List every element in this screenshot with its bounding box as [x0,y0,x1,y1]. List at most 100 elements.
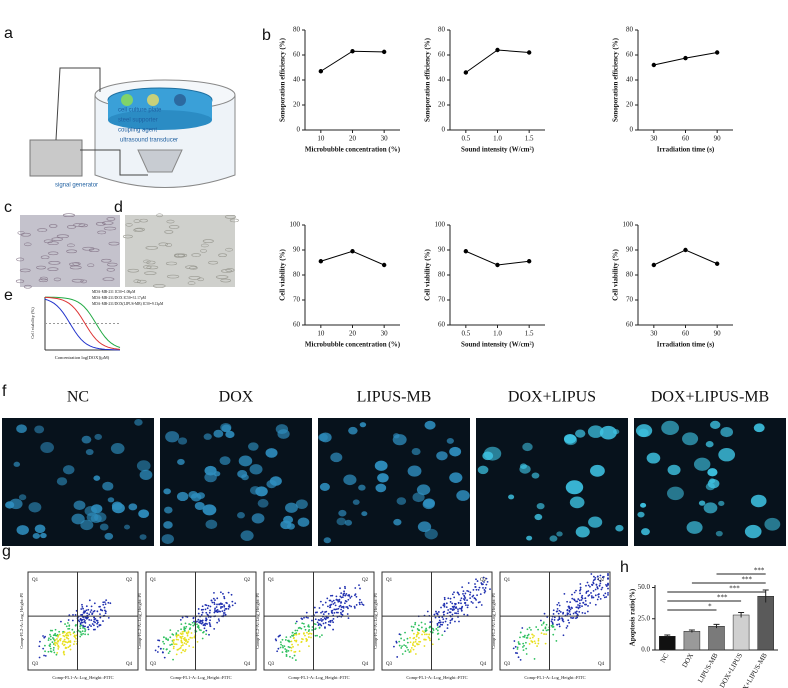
event [68,631,71,634]
event [423,631,426,634]
significance-mark: *** [754,567,765,575]
x-tick-label: 30 [650,330,658,338]
event [218,619,221,622]
event [289,655,291,658]
event [190,632,193,634]
event [49,638,52,641]
event [578,599,581,602]
event [193,636,196,639]
nucleus [318,433,328,442]
event [54,634,57,637]
event [354,587,357,589]
y-tick-label: 80 [626,271,634,279]
event [185,631,188,634]
nucleus [508,494,515,500]
event [321,634,323,637]
nucleus [40,532,47,539]
event [202,631,204,634]
apparatus-label: cell culture plate [118,108,162,114]
axis-label: Comp-FL2-A::Log_Height::PI [491,593,496,649]
event [63,653,66,656]
event [314,623,317,626]
cell [40,255,50,260]
event [332,599,335,602]
event [214,599,216,601]
event [412,632,415,635]
nucleus [407,465,422,477]
nucleus [682,432,699,446]
event [191,637,193,639]
event [393,645,395,648]
event [466,614,469,616]
event [87,633,90,636]
event [308,628,311,631]
nucleus [424,420,436,430]
event [514,652,517,654]
event [331,594,334,597]
event [300,641,303,644]
nucleus [107,497,115,503]
event [205,611,208,614]
event [396,656,399,658]
event [463,599,466,601]
event [83,611,86,614]
event [99,608,102,611]
event [590,595,593,597]
nucleus [177,458,185,466]
event [348,604,351,607]
nucleus [519,464,531,474]
event [181,635,184,638]
event [192,617,195,620]
event [191,621,194,624]
event [443,604,446,606]
x-axis-label: Sound intensity (W/cm²) [461,146,535,154]
nucleus [424,528,438,540]
error-bar [688,629,695,633]
event [92,610,95,613]
event [449,619,452,622]
event [531,633,534,636]
event [339,587,341,590]
image-label: DOX+LIPUS-MB [651,389,769,406]
event [335,611,338,614]
event [96,621,99,624]
event [49,633,51,636]
event [592,596,595,599]
cell [103,226,117,231]
nucleus [138,509,150,519]
event [283,645,286,648]
nucleus [534,513,543,521]
event [569,613,572,616]
event [180,641,183,644]
event [293,654,296,657]
event [527,633,530,636]
event [63,638,66,641]
x-tick-label: 60 [682,135,690,143]
event [594,576,597,579]
event [418,636,420,639]
cell [15,279,25,284]
event [512,647,515,650]
event [223,597,226,600]
event [329,604,332,607]
event [282,646,284,649]
event [183,642,186,645]
event [554,628,556,631]
event [58,630,61,633]
event [291,643,293,646]
event [82,632,85,635]
nucleus [34,524,46,534]
event [335,595,338,598]
event [575,600,577,603]
y-axis-label: Cell viability (%) [279,248,287,300]
axis-label: Cell viability (%) [30,307,35,339]
event [594,603,597,606]
event [333,611,336,614]
x-tick-label: 10 [317,135,325,143]
event [525,641,527,644]
event [447,597,450,600]
nucleus [587,425,604,438]
cell [215,275,229,279]
event [607,592,609,594]
